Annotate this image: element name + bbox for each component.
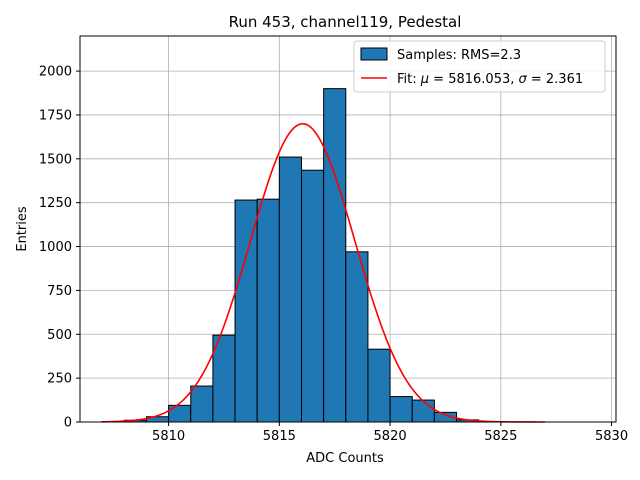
y-tick-label: 1000 [39,240,72,255]
y-tick-label: 2000 [39,65,72,80]
histogram-bar [234,199,258,423]
histogram-bar [190,385,214,423]
y-tick-label: 750 [47,284,72,299]
histogram-bar [278,156,302,423]
histogram-bar [389,396,413,423]
chart-title: Run 453, channel119, Pedestal [229,13,462,31]
histogram-bars [101,88,502,423]
plot-frame [79,35,617,423]
grid [80,36,616,423]
x-tick-label: 5810 [152,429,185,444]
y-tick-label: 0 [64,416,72,431]
histogram-bar [411,399,435,423]
histogram-bar [256,198,280,423]
y-tick-label: 1500 [39,152,72,167]
y-tick-label: 1250 [39,196,72,211]
legend-mu-symbol: μ [420,72,429,87]
histogram-bar [168,404,192,423]
legend-mu-value: = 5816.053, [429,72,518,87]
histogram-bar [212,334,236,423]
y-tick-label: 1750 [39,108,72,123]
y-tick-label: 250 [47,372,72,387]
legend-label-samples: Samples: RMS=2.3 [397,48,521,63]
y-axis-ticks: 0 250 500 750 1000 1250 1500 1750 2000 [39,65,80,431]
legend-swatch-samples [360,47,388,61]
x-axis-label: ADC Counts [306,451,384,466]
legend-fit-prefix: Fit: [397,72,421,87]
histogram-bar [323,88,347,423]
legend-frame [353,40,606,93]
x-axis-ticks: 5810 5815 5820 5825 5830 [152,422,628,444]
plot-area [79,35,617,423]
legend-sigma-symbol: σ [519,72,528,87]
histogram-bar [345,251,369,423]
legend: Samples: RMS=2.3 Fit: μ = 5816.053, σ = … [353,40,606,93]
legend-label-fit: Fit: μ = 5816.053, σ = 2.361 [397,72,583,87]
y-tick-label: 500 [47,328,72,343]
x-tick-label: 5825 [484,429,517,444]
x-tick-label: 5830 [595,429,628,444]
legend-sigma-value: = 2.361 [527,72,583,87]
x-tick-label: 5815 [263,429,296,444]
x-tick-label: 5820 [374,429,407,444]
histogram-bar [300,169,325,423]
histogram-bar [367,348,391,423]
fit-curve [102,122,546,423]
y-axis-label: Entries [15,206,30,252]
